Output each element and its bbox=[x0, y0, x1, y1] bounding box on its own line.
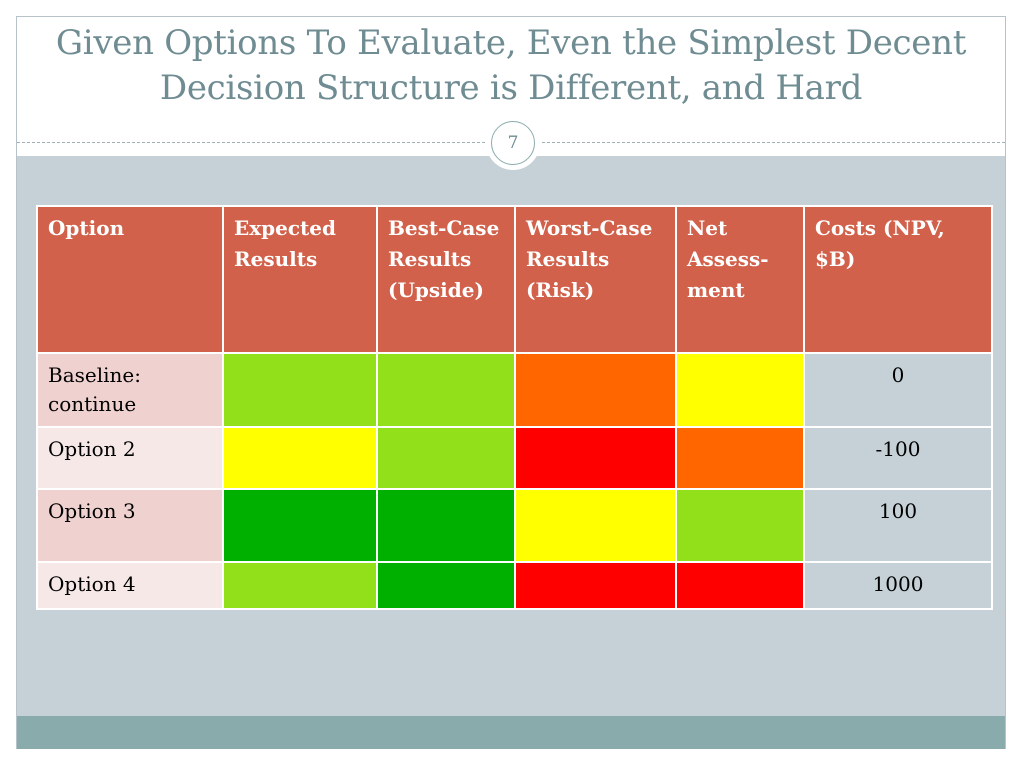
rating-cell-worst-case bbox=[514, 426, 677, 490]
table-row: Option 4 1000 bbox=[36, 561, 993, 610]
header-best-case: Best-Case Results (Upside) bbox=[376, 205, 516, 354]
rating-cell-expected bbox=[222, 426, 378, 490]
table-row: Option 3 100 bbox=[36, 488, 993, 563]
table-row: Option 2 -100 bbox=[36, 426, 993, 490]
footer-bar bbox=[17, 716, 1005, 749]
header-net-assessment: Net Assess-ment bbox=[675, 205, 805, 354]
header-row: Option Expected Results Best-Case Result… bbox=[36, 205, 993, 354]
cost-cell: 0 bbox=[803, 352, 993, 428]
rating-cell-best-case bbox=[376, 426, 516, 490]
rating-cell-net-assessment bbox=[675, 426, 805, 490]
option-cell: Option 3 bbox=[36, 488, 224, 563]
option-cell: Option 4 bbox=[36, 561, 224, 610]
table-row: Baseline: continue 0 bbox=[36, 352, 993, 428]
cost-cell: 100 bbox=[803, 488, 993, 563]
rating-cell-worst-case bbox=[514, 561, 677, 610]
rating-cell-best-case bbox=[376, 561, 516, 610]
slide-number-badge: 7 bbox=[486, 116, 540, 170]
rating-cell-expected bbox=[222, 488, 378, 563]
rating-cell-net-assessment bbox=[675, 488, 805, 563]
header-expected-results: Expected Results bbox=[222, 205, 378, 354]
cost-cell: 1000 bbox=[803, 561, 993, 610]
option-cell: Option 2 bbox=[36, 426, 224, 490]
header-option: Option bbox=[36, 205, 224, 354]
rating-cell-net-assessment bbox=[675, 561, 805, 610]
rating-cell-expected bbox=[222, 352, 378, 428]
header-worst-case: Worst-Case Results (Risk) bbox=[514, 205, 677, 354]
rating-cell-best-case bbox=[376, 488, 516, 563]
cost-cell: -100 bbox=[803, 426, 993, 490]
header-costs: Costs (NPV, $B) bbox=[803, 205, 993, 354]
rating-cell-net-assessment bbox=[675, 352, 805, 428]
option-cell: Baseline: continue bbox=[36, 352, 224, 428]
rating-cell-expected bbox=[222, 561, 378, 610]
rating-cell-worst-case bbox=[514, 352, 677, 428]
rating-cell-worst-case bbox=[514, 488, 677, 563]
rating-cell-best-case bbox=[376, 352, 516, 428]
decision-table: Option Expected Results Best-Case Result… bbox=[36, 205, 993, 610]
slide-number: 7 bbox=[491, 121, 535, 165]
slide-title: Given Options To Evaluate, Even the Simp… bbox=[55, 23, 967, 108]
